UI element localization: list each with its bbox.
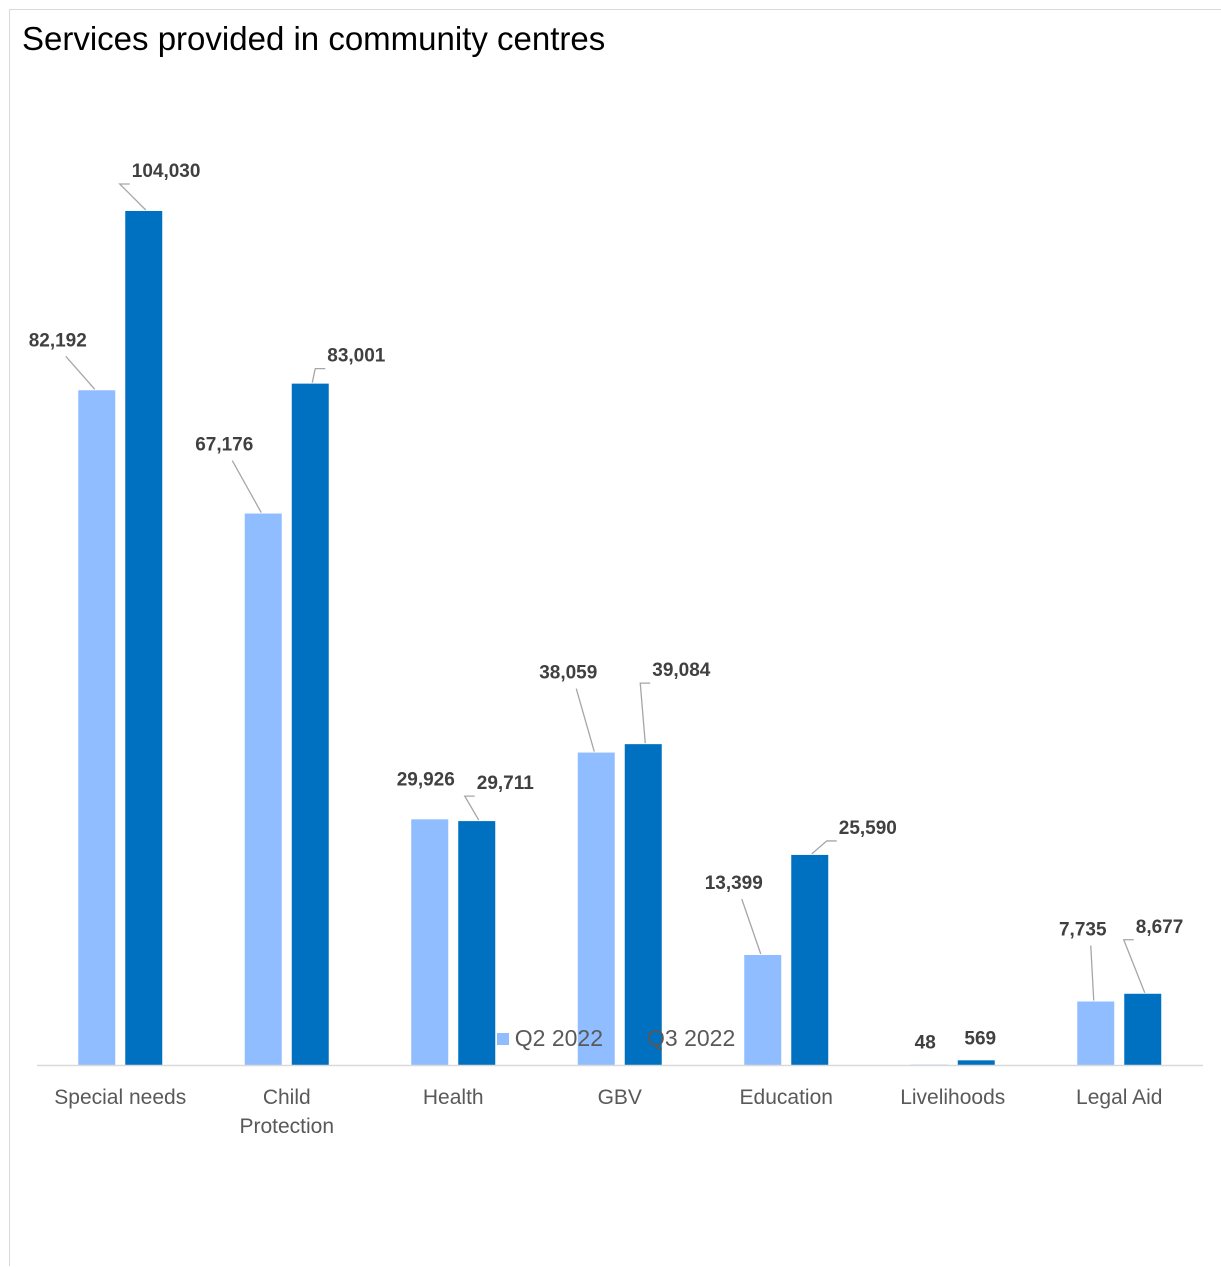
- leader-line-q3-3: [639, 682, 651, 744]
- leader-line-q2-1: [231, 460, 262, 513]
- data-label-q3-6: 8,677: [1136, 917, 1184, 938]
- data-label-q3-4: 25,590: [839, 818, 897, 839]
- leader-line-q3-6: [1122, 939, 1146, 994]
- leader-line-q3-2: [463, 795, 480, 821]
- bar-q3-0: [125, 211, 163, 1065]
- bar-q3-3: [624, 744, 662, 1065]
- leader-line-q3-0: [118, 183, 147, 211]
- legend-item-q2: Q2 2022: [496, 1025, 603, 1052]
- data-label-q2-4: 13,399: [705, 873, 763, 894]
- category-label-6: Legal Aid: [1076, 1086, 1162, 1109]
- chart-frame: Services provided in community centres 8…: [9, 9, 1221, 1266]
- leader-line-q2-4: [741, 898, 762, 955]
- category-label-2: Health: [423, 1086, 484, 1109]
- chart-title: Services provided in community centres: [22, 20, 606, 57]
- bar-chart: 82,192 104,030 67,176 83,001 29,926 29,711 38,…: [29, 161, 1203, 1138]
- bar-q2-0: [78, 390, 116, 1065]
- bar-q3-1: [291, 383, 329, 1066]
- bar-q2-1: [244, 513, 282, 1065]
- data-label-q2-3: 38,059: [539, 663, 597, 684]
- data-label-q3-2: 29,711: [477, 773, 534, 794]
- bar-q2-4: [744, 955, 782, 1065]
- legend-label-q3: Q3 2022: [647, 1025, 736, 1051]
- data-label-q2-1: 67,176: [195, 435, 253, 456]
- legend-item-q3: Q3 2022: [629, 1025, 735, 1052]
- leader-line-q3-4: [811, 840, 837, 855]
- legend: Q2 2022 Q3 2022: [10, 1025, 1221, 1052]
- data-label-q2-6: 7,735: [1059, 920, 1107, 941]
- category-label-0: Special needs: [54, 1086, 186, 1109]
- bar-q3-6: [1124, 993, 1162, 1065]
- legend-swatch-q3: [629, 1032, 641, 1045]
- legend-swatch-q2: [496, 1032, 509, 1045]
- leader-line-q2-3: [575, 688, 595, 752]
- leader-line-q3-1: [311, 367, 326, 383]
- leader-line-q2-6: [1090, 945, 1095, 1001]
- leader-line-q2-0: [65, 355, 96, 390]
- bar-q3-4: [791, 854, 829, 1065]
- data-label-q3-5: 569: [964, 1028, 996, 1049]
- bar-q3-5: [957, 1060, 995, 1065]
- data-label-q3-0: 104,030: [132, 161, 201, 182]
- legend-label-q2: Q2 2022: [514, 1025, 603, 1051]
- data-label-q3-1: 83,001: [327, 346, 386, 367]
- data-label-q3-3: 39,084: [652, 660, 711, 681]
- category-label-5: Livelihoods: [900, 1086, 1005, 1109]
- data-label-q2-5: 48: [915, 1033, 936, 1054]
- data-label-q2-0: 82,192: [29, 330, 87, 351]
- bar-q2-3: [577, 752, 615, 1065]
- bar-q2-2: [411, 819, 449, 1065]
- bar-q3-2: [458, 821, 496, 1065]
- category-label-4: Education: [740, 1086, 833, 1109]
- category-label-1: Child Protection: [239, 1086, 334, 1138]
- data-label-q2-2: 29,926: [397, 769, 455, 790]
- bar-q2-6: [1077, 1001, 1115, 1065]
- category-label-3: GBV: [598, 1086, 642, 1109]
